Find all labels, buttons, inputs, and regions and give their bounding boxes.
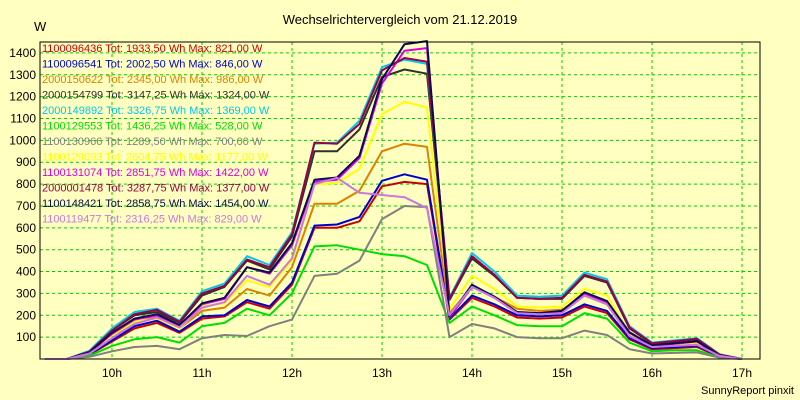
chart-title: Wechselrichtervergleich vom 21.12.2019	[283, 12, 518, 27]
y-tick-label: 500	[16, 243, 36, 257]
series-lines	[44, 40, 743, 360]
x-tick-label: 16h	[642, 366, 662, 380]
x-ticks: 10h 11h 12h 13h 14h 15h 16h 17h	[102, 366, 752, 380]
y-tick-label: 100	[16, 330, 36, 344]
series-line-1100148421	[44, 40, 743, 360]
y-tick-label: 1000	[9, 133, 36, 147]
series-line-2000001478	[44, 57, 743, 360]
x-tick-label: 12h	[282, 366, 302, 380]
x-tick-label: 14h	[462, 366, 482, 380]
y-tick-label: 200	[16, 308, 36, 322]
legend-entry-1100130966: 1100130966 Tot: 1289,50 Wh Max: 700,00 W	[42, 136, 263, 148]
y-tick-label: 1200	[9, 90, 36, 104]
y-tick-label: 400	[16, 265, 36, 279]
y-tick-label: 700	[16, 199, 36, 213]
legend: 1100096436 Tot: 1933,50 Wh Max: 821,00 W…	[42, 43, 270, 226]
x-tick-label: 10h	[102, 366, 122, 380]
legend-entry-1100096436: 1100096436 Tot: 1933,50 Wh Max: 821,00 W	[42, 43, 263, 55]
legend-entry-1100129093: 1100129093 Tot: 2604,75 Wh Max: 1177,00 …	[42, 152, 268, 164]
series-line-1100096541	[44, 173, 743, 360]
x-tick-label: 15h	[552, 366, 572, 380]
y-ticks: 100 200 300 400 500 600 700 800 900 1000 1100 1200 1…	[9, 46, 36, 344]
y-tick-label: 1100	[10, 112, 36, 126]
y-tick-label: 300	[16, 286, 36, 300]
y-axis-label: W	[34, 19, 47, 34]
legend-entry-1100119477: 1100119477 Tot: 2316,25 Wh Max: 829,00 W	[42, 214, 262, 226]
x-tick-label: 13h	[372, 366, 392, 380]
series-line-1100119477	[44, 176, 743, 360]
legend-entry-2000154799: 2000154799 Tot: 3147,25 Wh Max: 1324,00 …	[42, 90, 270, 102]
y-tick-label: 900	[16, 155, 36, 169]
series-line-1100130966	[44, 205, 743, 360]
series-line-1100129553	[44, 244, 743, 360]
legend-entry-1100131074: 1100131074 Tot: 2851,75 Wh Max: 1422,00 …	[42, 167, 269, 179]
y-tick-label: 600	[16, 221, 36, 235]
plot-frame	[39, 41, 761, 360]
legend-entry-2000149892: 2000149892 Tot: 3326,75 Wh Max: 1369,00 …	[42, 105, 270, 117]
y-tick-label: 800	[16, 177, 36, 191]
legend-entry-2000150622: 2000150622 Tot: 2345,00 Wh Max: 986,00 W	[42, 74, 264, 86]
legend-entry-1100096541: 1100096541 Tot: 2002,50 Wh Max: 846,00 W	[42, 59, 263, 71]
footer-credit: SunnyReport pinxit	[701, 385, 794, 397]
legend-entry-1100129553: 1100129553 Tot: 1436,25 Wh Max: 528,00 W	[42, 121, 263, 133]
legend-entry-2000001478: 2000001478 Tot: 3287,75 Wh Max: 1377,00 …	[42, 183, 270, 195]
legend-entry-1100148421: 1100148421 Tot: 2858,75 Wh Max: 1454,00 …	[42, 198, 269, 210]
x-tick-label: 11h	[192, 366, 211, 380]
y-tick-label: 1300	[9, 68, 36, 82]
y-tick-label: 1400	[9, 46, 36, 60]
x-tick-label: 17h	[732, 366, 752, 380]
